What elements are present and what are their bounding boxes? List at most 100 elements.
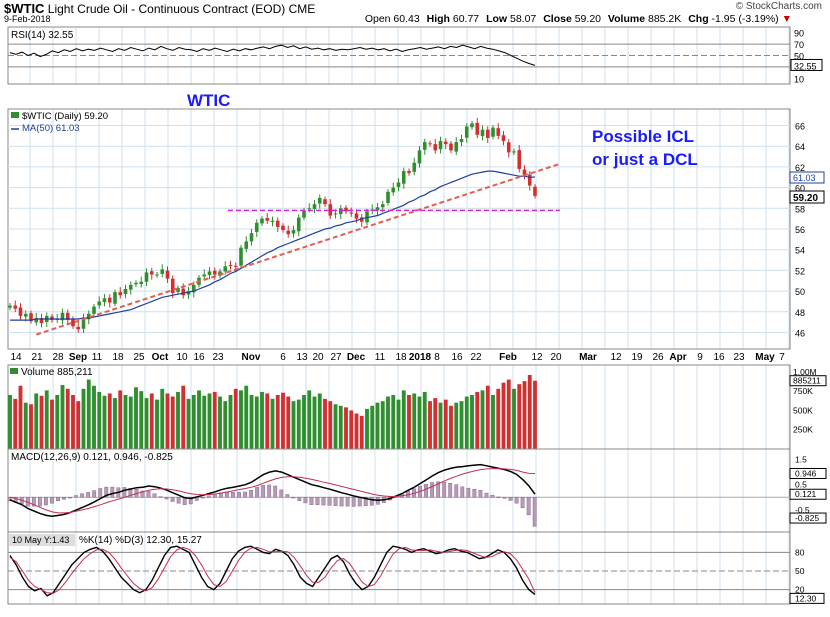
macd-tick-label: 1.5 (795, 455, 807, 465)
candle-body (317, 197, 322, 204)
volume-bar (307, 390, 312, 449)
candle-body (97, 301, 102, 306)
candle-body (391, 187, 396, 193)
candle-body (480, 129, 485, 137)
volume-bar (338, 405, 343, 449)
volume-bar (176, 391, 180, 449)
macd-current-box (789, 467, 827, 479)
volume-bar (349, 410, 354, 449)
volume-bar (249, 395, 254, 449)
volume-bar (291, 401, 296, 449)
volume-current-box (789, 375, 827, 387)
volume-bar (464, 396, 469, 449)
candle-body (92, 306, 96, 314)
macd-hist-bar (140, 490, 145, 498)
x-tick-label: 9 (697, 352, 703, 363)
x-tick-label: Feb (499, 352, 517, 363)
candle-body (165, 270, 170, 279)
d-line (9, 546, 536, 594)
x-axis: 14 21 28 Sep 11 18 25 Oct 10 16 23 Nov 6 13 20 27 Dec 11 1… (10, 352, 785, 363)
stochastic-current-box (789, 592, 825, 604)
rsi-tick-label: 50 (794, 52, 804, 62)
volume-bar (449, 405, 453, 449)
price-tick-label: 64 (795, 142, 805, 152)
volume-bars (8, 374, 537, 449)
volume-bar (202, 395, 207, 449)
x-tick-label: 27 (330, 352, 342, 363)
price-tick-label: 52 (795, 266, 805, 276)
macd-hist-bar (37, 497, 42, 507)
volume-bar (443, 399, 448, 449)
ma-legend-item: MA(50) 61.03 (22, 123, 80, 134)
x-tick-label: 18 (112, 352, 124, 363)
candle-body (113, 292, 117, 304)
candle-body (338, 208, 343, 215)
icl-annotation: Possible ICL (592, 127, 694, 146)
macd-hist-bar (532, 497, 537, 527)
x-tick-label: Mar (579, 352, 597, 363)
candle-body (244, 241, 249, 249)
macd-hist-bar (7, 497, 12, 502)
volume-bar (102, 395, 107, 449)
price-legend-item: $WTIC (Daily) 59.20 (22, 111, 108, 122)
x-tick-label: 18 (395, 352, 407, 363)
macd-hist-bar (363, 497, 368, 506)
volume-bar (13, 398, 18, 449)
macd-hist-bar (237, 492, 241, 498)
candle-body (275, 220, 280, 227)
volume-bar (412, 393, 417, 449)
volume-bar (165, 393, 170, 449)
price-panel: 66 64 62 60 58 56 54 52 50 48 46 $WTIC (Daily) 59.… (7, 91, 825, 350)
x-tick-label: Dec (347, 352, 366, 363)
candle-body (123, 289, 128, 294)
volume-bar (260, 391, 264, 449)
volume-bar (50, 399, 54, 449)
candle-body (302, 210, 306, 218)
volume-bar (501, 382, 506, 449)
candle-body (254, 222, 259, 232)
macd-hist-bar (158, 496, 163, 498)
macd-tick-label: 0.121 (795, 489, 817, 499)
candle-body (249, 233, 254, 242)
chg-value: -1.95 (-3.19%) (711, 13, 779, 25)
candle-body (407, 171, 411, 174)
chart-date: 9-Feb-2018 (4, 14, 51, 24)
volume-bar (212, 391, 217, 449)
candle-body (233, 265, 238, 267)
volume-bar (396, 399, 401, 449)
volume-bar (34, 393, 39, 449)
macd-hist-bar (357, 497, 362, 507)
volume-bar (254, 396, 259, 449)
candle-body (149, 271, 154, 275)
volume-bar (323, 398, 327, 449)
x-tick-label: 19 (631, 352, 643, 363)
macd-hist-bar (249, 490, 253, 498)
candle-body (291, 230, 296, 234)
macd-hist-bar (206, 495, 211, 498)
x-tick-label: Nov (242, 352, 261, 363)
volume-bar (191, 395, 196, 449)
x-tick-label: 20 (550, 352, 562, 363)
stochastic-tick-label: 50 (795, 566, 805, 576)
volume-bar (496, 388, 501, 449)
open-label: Open (364, 13, 391, 25)
candles (8, 117, 537, 333)
volume-bar (228, 395, 233, 449)
volume-bar (197, 390, 201, 449)
macd-hist-bar (502, 497, 507, 499)
grid-layer (29, 27, 790, 604)
volume-bar (8, 395, 12, 449)
candle-body (354, 213, 359, 219)
candle-body (454, 142, 459, 152)
x-tick-label: 2018 (409, 352, 432, 363)
candle-body (323, 199, 327, 205)
candle-body (139, 281, 144, 285)
x-tick-label: 23 (212, 352, 224, 363)
candle-body (512, 151, 516, 153)
volume-bar (312, 396, 317, 449)
candle-body (86, 313, 91, 320)
candle-body (417, 150, 422, 164)
volume-bar (81, 388, 86, 449)
macd-hist-bar (261, 485, 266, 498)
